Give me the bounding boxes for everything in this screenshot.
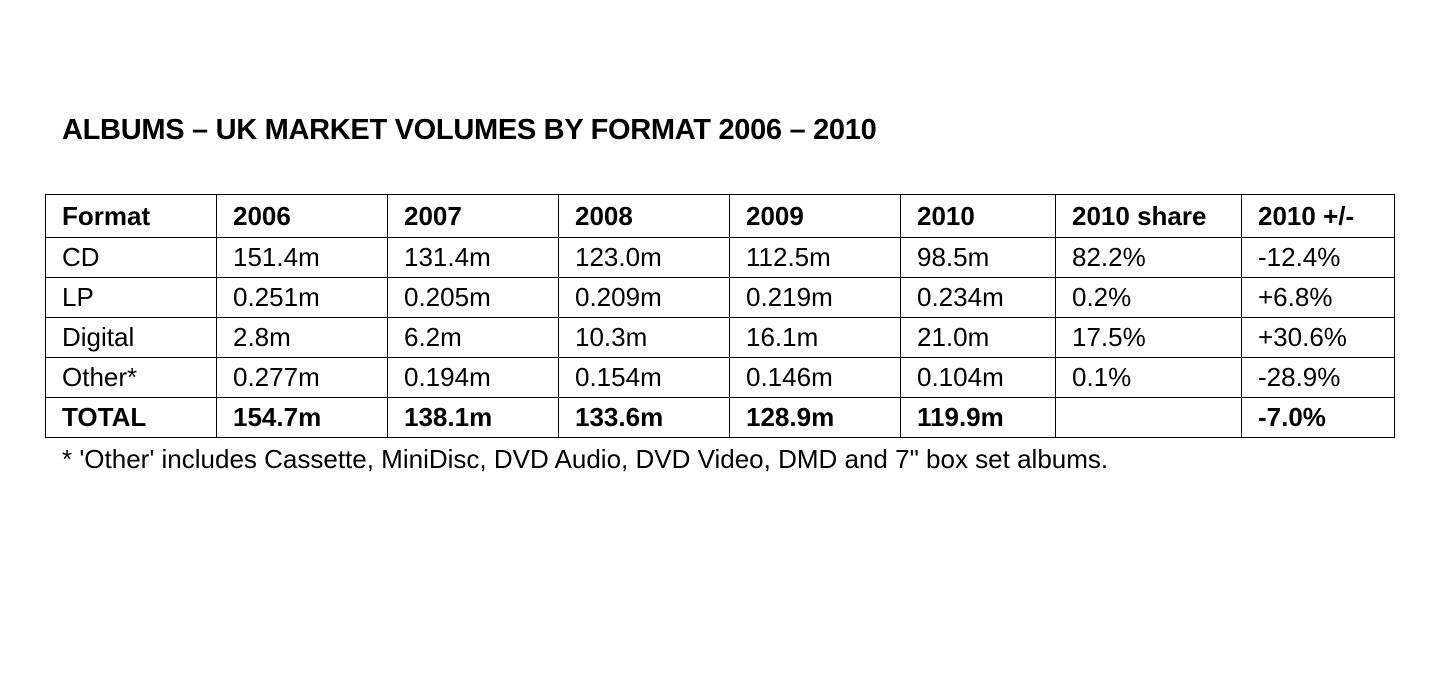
table-cell: Digital <box>45 317 217 358</box>
table-cell: 6.2m <box>387 317 559 358</box>
table-cell: TOTAL <box>45 397 217 438</box>
table-cell: -28.9% <box>1241 357 1395 398</box>
table-cell: 0.277m <box>216 357 388 398</box>
table-cell: 82.2% <box>1055 237 1242 278</box>
table-cell: 0.104m <box>900 357 1056 398</box>
table-row-total: TOTAL 154.7m 138.1m 133.6m 128.9m 119.9m… <box>45 397 1395 438</box>
table-row-other: Other* 0.277m 0.194m 0.154m 0.146m 0.104… <box>45 357 1395 398</box>
table-cell: 0.154m <box>558 357 730 398</box>
table-cell: 154.7m <box>216 397 388 438</box>
column-header-format: Format <box>45 194 217 238</box>
table-cell: 0.251m <box>216 277 388 318</box>
table-cell: CD <box>45 237 217 278</box>
table-cell: 133.6m <box>558 397 730 438</box>
table-cell: 138.1m <box>387 397 559 438</box>
table-cell: -7.0% <box>1241 397 1395 438</box>
table-cell: 0.2% <box>1055 277 1242 318</box>
table-cell: 119.9m <box>900 397 1056 438</box>
column-header-2009: 2009 <box>729 194 901 238</box>
column-header-2008: 2008 <box>558 194 730 238</box>
table-row-digital: Digital 2.8m 6.2m 10.3m 16.1m 21.0m 17.5… <box>45 317 1395 358</box>
table-cell: 0.205m <box>387 277 559 318</box>
column-header-2010-change: 2010 +/- <box>1241 194 1395 238</box>
table-cell: 16.1m <box>729 317 901 358</box>
table-cell: 112.5m <box>729 237 901 278</box>
table-cell: 0.194m <box>387 357 559 398</box>
table-cell: 98.5m <box>900 237 1056 278</box>
page-title: ALBUMS – UK MARKET VOLUMES BY FORMAT 200… <box>62 114 877 146</box>
table-cell: LP <box>45 277 217 318</box>
column-header-2006: 2006 <box>216 194 388 238</box>
table-header-row: Format 2006 2007 2008 2009 2010 2010 sha… <box>45 194 1395 238</box>
table-cell: 2.8m <box>216 317 388 358</box>
table-cell: 128.9m <box>729 397 901 438</box>
table-cell: 0.234m <box>900 277 1056 318</box>
table-cell: 123.0m <box>558 237 730 278</box>
table-cell: 151.4m <box>216 237 388 278</box>
table-row-cd: CD 151.4m 131.4m 123.0m 112.5m 98.5m 82.… <box>45 237 1395 278</box>
footnote: * 'Other' includes Cassette, MiniDisc, D… <box>62 444 1109 474</box>
table-cell: 10.3m <box>558 317 730 358</box>
table-cell: 21.0m <box>900 317 1056 358</box>
table-cell: 0.1% <box>1055 357 1242 398</box>
table-cell: 0.219m <box>729 277 901 318</box>
column-header-2007: 2007 <box>387 194 559 238</box>
table-cell: 17.5% <box>1055 317 1242 358</box>
table-cell: +30.6% <box>1241 317 1395 358</box>
column-header-2010-share: 2010 share <box>1055 194 1242 238</box>
column-header-2010: 2010 <box>900 194 1056 238</box>
table-cell: -12.4% <box>1241 237 1395 278</box>
table-row-lp: LP 0.251m 0.205m 0.209m 0.219m 0.234m 0.… <box>45 277 1395 318</box>
table-cell: 0.209m <box>558 277 730 318</box>
table-cell: 0.146m <box>729 357 901 398</box>
table-cell <box>1055 397 1242 438</box>
table-cell: Other* <box>45 357 217 398</box>
table-cell: +6.8% <box>1241 277 1395 318</box>
table-cell: 131.4m <box>387 237 559 278</box>
market-volumes-table: Format 2006 2007 2008 2009 2010 2010 sha… <box>45 194 1395 438</box>
